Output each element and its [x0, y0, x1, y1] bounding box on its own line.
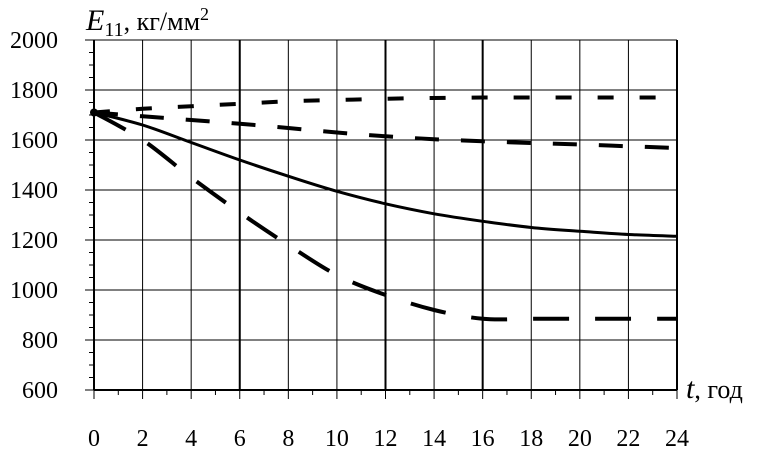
- y-axis-title: E11, кг/мм2: [85, 4, 209, 41]
- x-tick-label: 16: [471, 426, 495, 452]
- x-tick-label: 22: [616, 426, 640, 452]
- y-tick-labels: 600 800 1000 1200 1400 1600 1800 2000: [10, 28, 58, 404]
- x-tick-label: 2: [137, 426, 149, 452]
- x-tick-label: 24: [665, 426, 689, 452]
- series-line-3: [93, 110, 678, 150]
- x-axis-title: t, год: [686, 372, 743, 405]
- y-tick-label: 1400: [10, 178, 58, 204]
- y-tick-label: 600: [22, 378, 58, 404]
- x-tick-label: 8: [282, 426, 294, 452]
- x-tick-labels: 0 2 4 6 8 10 12 14 16 18 20 22 24: [88, 426, 689, 452]
- x-tick-label: 14: [422, 426, 446, 452]
- minor-ticks: [85, 39, 678, 399]
- y-tick-label: 1200: [10, 228, 58, 254]
- y-tick-label: 1600: [10, 128, 58, 154]
- origin-point: [90, 108, 98, 117]
- y-tick-label: 1000: [10, 278, 58, 304]
- series-line-4: [93, 95, 677, 115]
- series-group: [90, 95, 678, 322]
- x-tick-label: 18: [519, 426, 543, 452]
- x-tick-label: 0: [88, 426, 100, 452]
- x-tick-label: 4: [185, 426, 197, 452]
- x-tick-label: 12: [374, 426, 398, 452]
- x-tick-label: 20: [568, 426, 592, 452]
- y-tick-label: 1800: [10, 78, 58, 104]
- x-tick-label: 10: [325, 426, 349, 452]
- y-tick-label: 2000: [10, 28, 58, 54]
- y-tick-label: 800: [22, 328, 58, 354]
- series-line-2: [93, 110, 678, 322]
- series-line-1: [93, 111, 678, 238]
- x-tick-label: 6: [234, 426, 246, 452]
- grid: [93, 39, 678, 391]
